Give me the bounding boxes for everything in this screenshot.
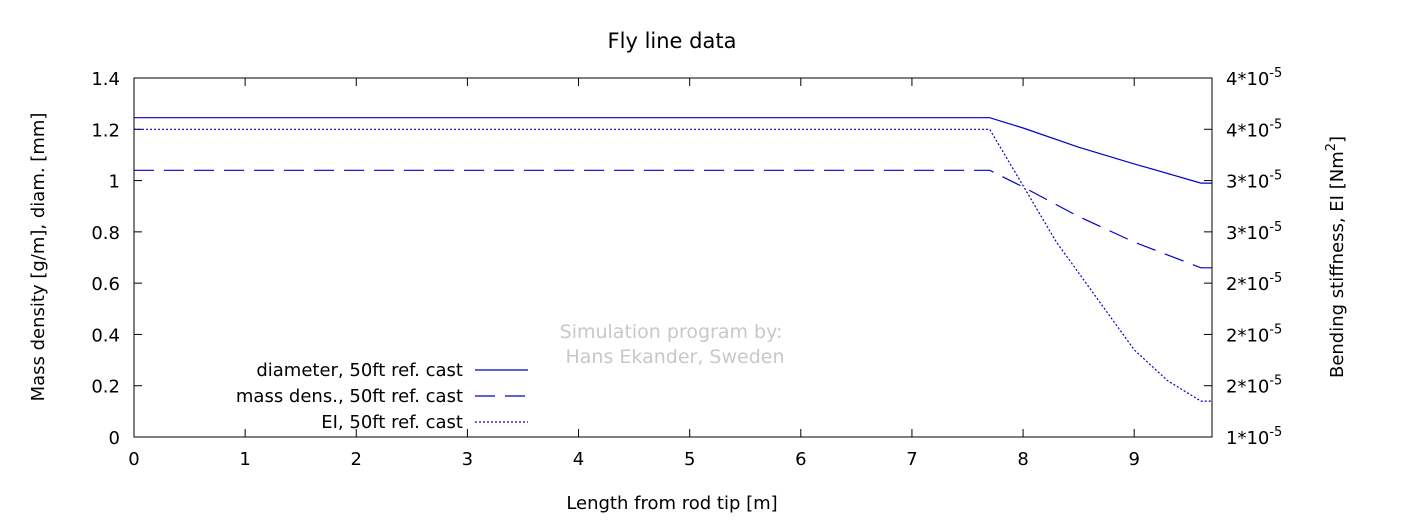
- legend: diameter, 50ft ref. cast mass dens., 50ft…: [236, 360, 528, 433]
- series-layer: [134, 117, 1212, 402]
- y-axis-label: Mass density [g/m], diam. [mm]: [28, 113, 49, 402]
- series-line-1: [134, 117, 1212, 184]
- y2-axis-label-tail: ]: [1327, 136, 1348, 143]
- x-tick-label: 9: [1128, 449, 1139, 470]
- y-tick-label: 0.8: [91, 223, 120, 244]
- y-tick-label: 1.4: [91, 69, 120, 90]
- series-line-2: [134, 169, 1212, 269]
- y-tick-label: 0: [109, 428, 120, 449]
- series-line-3: [134, 128, 1212, 402]
- watermark-line-1: Simulation program by:: [560, 321, 783, 343]
- legend-label-2: mass dens., 50ft ref. cast: [236, 386, 463, 407]
- y-tick-label: 0.2: [91, 377, 120, 398]
- x-tick-label: 5: [684, 449, 695, 470]
- x-tick-label: 4: [573, 449, 584, 470]
- y2-axis-label: Bending stiffness, EI [Nm2]: [1324, 136, 1348, 378]
- y-tick-label: 1.2: [91, 120, 120, 141]
- x-tick-label: 8: [1017, 449, 1028, 470]
- legend-label-1: diameter, 50ft ref. cast: [256, 360, 463, 381]
- x-tick-label: 3: [462, 449, 473, 470]
- y2-tick-label: 1*10-5: [1226, 425, 1282, 449]
- plot-frame: [133, 77, 1213, 438]
- y2-axis-label-sup: 2: [1324, 143, 1339, 151]
- chart-title: Fly line data: [608, 29, 737, 53]
- x-axis-label: Length from rod tip [m]: [566, 493, 777, 514]
- watermark: Simulation program by: Hans Ekander, Swe…: [560, 321, 785, 368]
- x-tick-label: 6: [795, 449, 806, 470]
- y2-axis-label-main: Bending stiffness, EI [Nm: [1327, 151, 1348, 378]
- y-tick-label: 1: [109, 172, 120, 193]
- y-tick-label: 0.4: [91, 325, 120, 346]
- x-tick-label: 2: [351, 449, 362, 470]
- y2-tick-label: 3*10-5: [1226, 169, 1282, 193]
- legend-label-3: EI, 50ft ref. cast: [321, 412, 463, 433]
- x-tick-label: 7: [906, 449, 917, 470]
- y2-tick-label: 2*10-5: [1226, 271, 1282, 295]
- y2-tick-label: 2*10-5: [1226, 322, 1282, 346]
- watermark-line-2: Hans Ekander, Sweden: [566, 346, 785, 368]
- y2-tick-label: 4*10-5: [1226, 66, 1282, 90]
- y2-tick-label: 3*10-5: [1226, 220, 1282, 244]
- x-tick-label: 1: [239, 449, 250, 470]
- x-tick-label: 0: [128, 449, 139, 470]
- y2-tick-label: 2*10-5: [1226, 374, 1282, 398]
- y-tick-label: 0.6: [91, 274, 120, 295]
- y2-tick-label: 4*10-5: [1226, 117, 1282, 141]
- ticks-layer: 0 1 2 3 4 5 6 7 8 9 0 0.2 0.4 0.6 0.8 1 1.2 1.4 1*10-5 2*10…: [91, 66, 1282, 470]
